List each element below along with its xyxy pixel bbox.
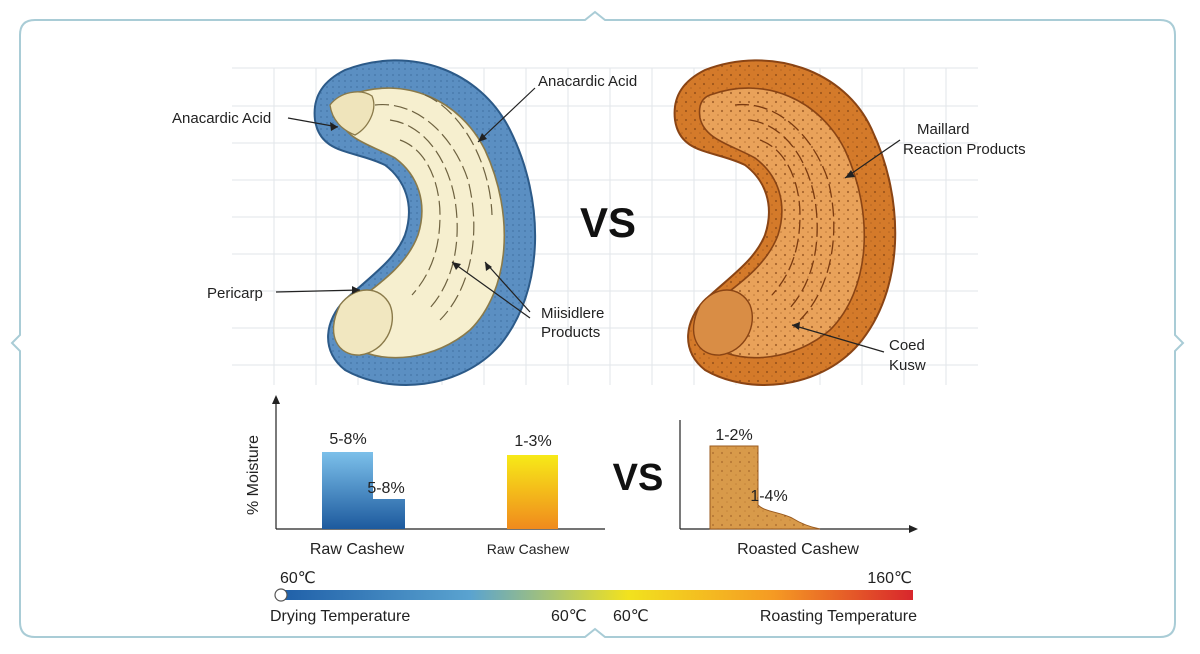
roasted-cashew-illustration: [673, 59, 897, 386]
label-middle-products-line2: Products: [541, 324, 600, 341]
temp-mid-value-1: 60℃: [551, 608, 587, 625]
label-middle-products-line1: Miisidlere: [541, 305, 604, 322]
roasted-cashew-category: Roasted Cashew: [737, 541, 859, 558]
label-coed: Coed: [889, 337, 925, 354]
raw-bar-top-label: 5-8%: [329, 431, 366, 448]
raw-callout-lines: [275, 87, 536, 319]
roasted-bar-top-label: 1-2%: [715, 427, 752, 444]
moisture-y-axis-label: % Moisture: [245, 435, 262, 515]
drying-temperature-label: Drying Temperature: [270, 608, 410, 625]
temperature-scale: 60℃ 160℃ Drying Temperature 60℃ 60℃ Roas…: [270, 570, 917, 625]
raw-bar-step-label: 5-8%: [367, 480, 404, 497]
middle-bar-label: 1-3%: [514, 433, 551, 450]
roasted-step-label: 1-4%: [750, 488, 787, 505]
raw-cashew-moisture-bar: [322, 452, 405, 529]
label-maillard-line1: Maillard: [917, 121, 970, 138]
vs-top-label: VS: [580, 199, 636, 246]
label-kusw: Kusw: [889, 357, 926, 374]
roasted-callout-lines: [791, 139, 901, 353]
label-anacardic-acid-top: Anacardic Acid: [538, 73, 637, 90]
temp-mid-value-2: 60℃: [613, 608, 649, 625]
temp-left-value: 60℃: [280, 570, 316, 587]
label-anacardic-acid-left: Anacardic Acid: [172, 110, 271, 127]
middle-moisture-bar: [507, 455, 558, 529]
temperature-gradient-bar: [280, 590, 913, 600]
middle-category: Raw Cashew: [487, 541, 570, 557]
raw-cashew-category: Raw Cashew: [310, 541, 405, 558]
label-pericarp: Pericarp: [207, 285, 263, 302]
temperature-start-marker: [274, 588, 288, 602]
roasting-temperature-label: Roasting Temperature: [760, 608, 917, 625]
vs-bottom-label: VS: [613, 457, 664, 499]
label-maillard-line2: Reaction Products: [903, 141, 1026, 158]
raw-cashew-illustration: [313, 59, 537, 386]
temp-right-value: 160℃: [867, 570, 912, 587]
outer-frame: [10, 10, 1185, 638]
moisture-chart: % Moisture 5-8% 5-8% Raw Cashew 1-3% Raw…: [245, 395, 918, 558]
